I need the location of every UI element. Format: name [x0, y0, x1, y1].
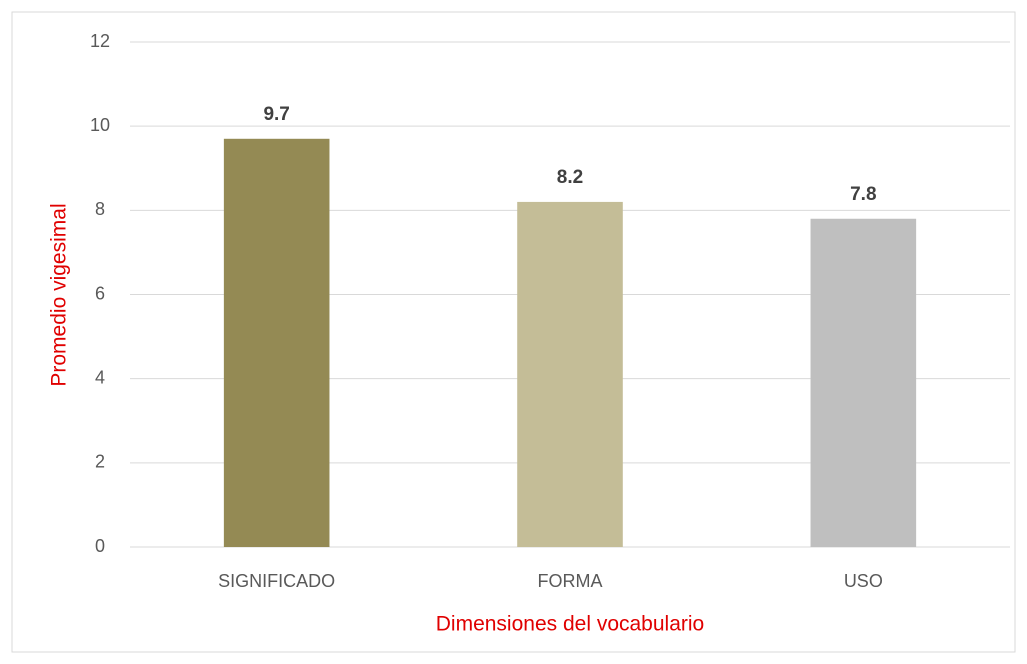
- y-tick-label: 10: [90, 115, 110, 135]
- data-label: 7.8: [850, 184, 876, 205]
- y-axis-title: Promedio vigesimal: [48, 203, 71, 386]
- bar: [810, 218, 917, 547]
- bar: [517, 201, 623, 547]
- bar: [223, 138, 330, 547]
- data-label: 8.2: [557, 167, 583, 188]
- x-tick-label: FORMA: [538, 571, 603, 591]
- y-tick-label: 6: [95, 283, 105, 303]
- y-tick-label: 2: [95, 452, 105, 472]
- y-tick-label: 4: [95, 367, 105, 387]
- x-tick-label: SIGNIFICADO: [218, 571, 335, 591]
- data-label: 9.7: [263, 104, 289, 125]
- y-tick-label: 8: [95, 199, 105, 219]
- y-tick-label: 12: [90, 31, 110, 51]
- x-tick-label: USO: [844, 571, 883, 591]
- y-tick-label: 0: [95, 536, 105, 556]
- x-axis-title: Dimensiones del vocabulario: [436, 613, 704, 636]
